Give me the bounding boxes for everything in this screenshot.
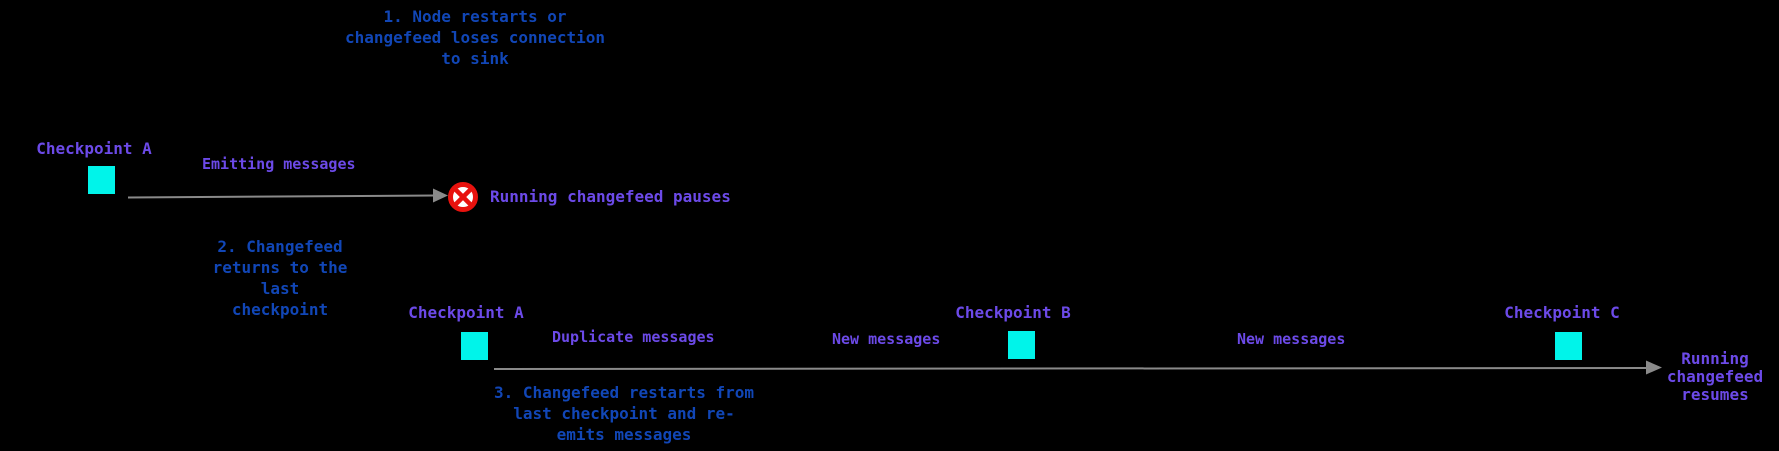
timeline2-checkpoint-c-marker xyxy=(1555,332,1582,360)
timeline2-arrow xyxy=(493,360,1662,375)
timeline2-duplicate-messages-label: Duplicate messages xyxy=(552,328,715,346)
timeline2-checkpoint-a-label: Checkpoint A xyxy=(408,303,524,322)
step3-note: 3. Changefeed restarts from last checkpo… xyxy=(493,383,755,444)
timeline2-checkpoint-a-marker xyxy=(461,332,488,360)
timeline1-pause-label: Running changefeed pauses xyxy=(490,187,731,206)
timeline1-checkpoint-a-marker xyxy=(88,166,115,194)
timeline1-arrow xyxy=(127,188,448,203)
step2-note: 2. Changefeed returns to the last checkp… xyxy=(212,237,348,319)
pause-x-circle-icon xyxy=(448,182,478,212)
timeline2-new-messages-2-label: New messages xyxy=(1237,330,1346,348)
timeline2-resume-label: Running changefeed resumes xyxy=(1666,349,1764,404)
timeline2-checkpoint-b-marker xyxy=(1008,331,1035,359)
timeline1-emitting-messages-label: Emitting messages xyxy=(202,155,356,173)
timeline2-new-messages-1-label: New messages xyxy=(832,330,941,348)
timeline2-checkpoint-b-label: Checkpoint B xyxy=(955,303,1071,322)
step1-note: 1. Node restarts or changefeed loses con… xyxy=(344,7,606,68)
timeline2-checkpoint-c-label: Checkpoint C xyxy=(1504,303,1620,322)
timeline1-checkpoint-a-label: Checkpoint A xyxy=(36,139,152,158)
